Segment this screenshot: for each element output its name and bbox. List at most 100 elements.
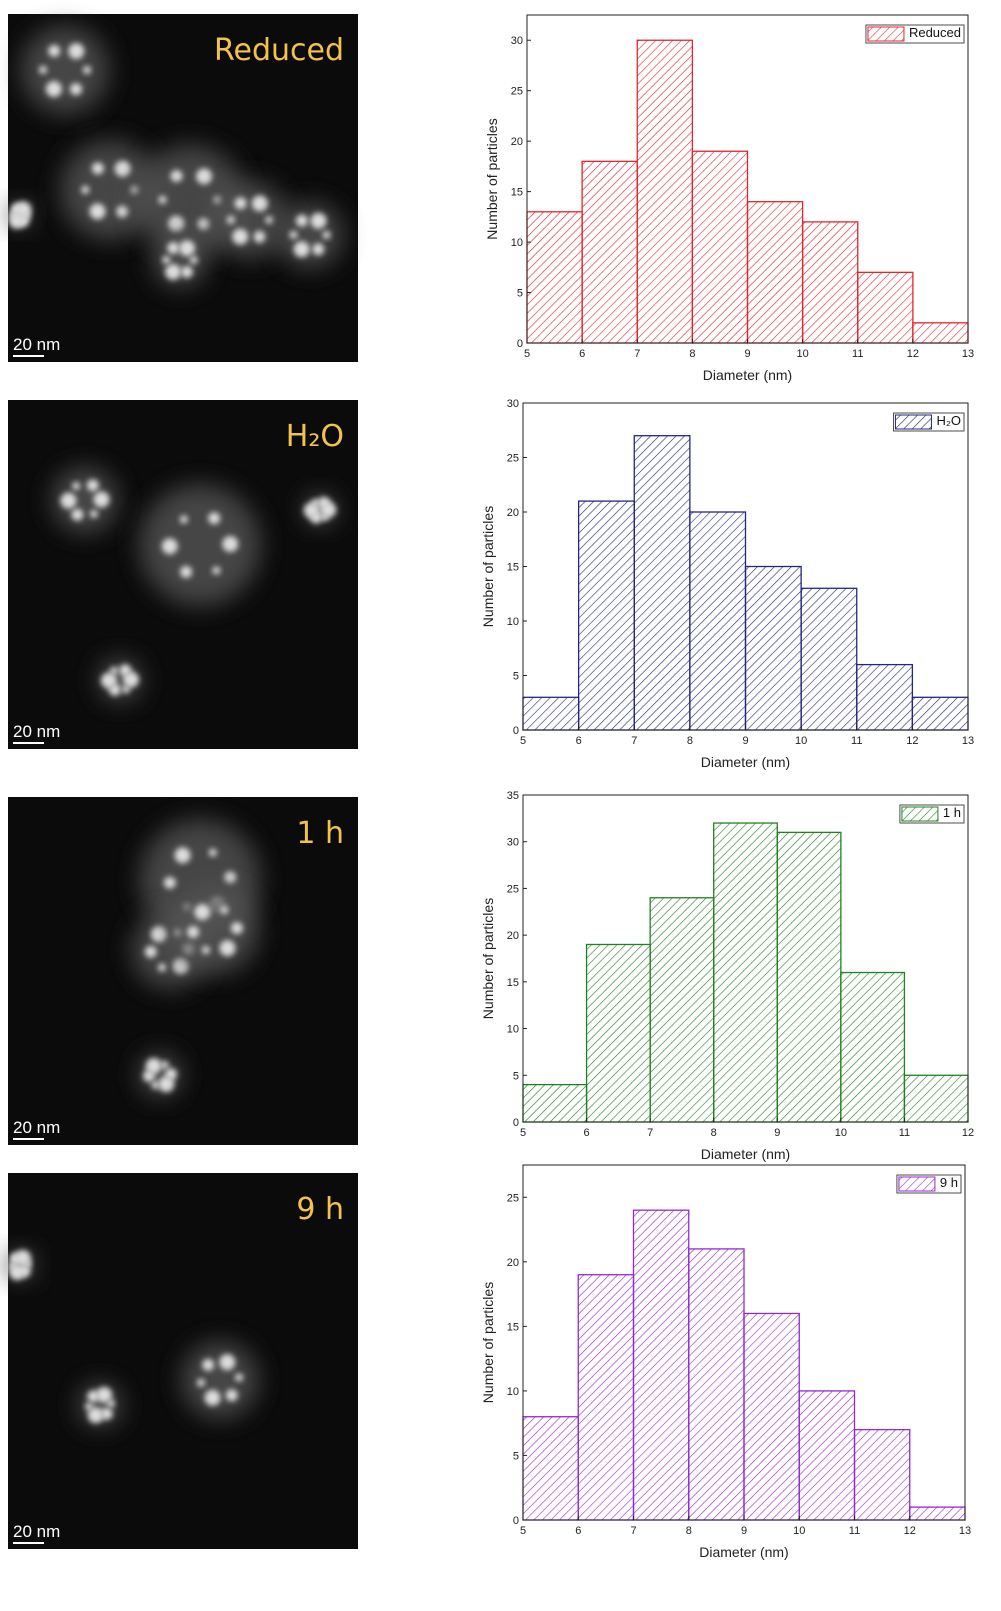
scale-bar-label: 20 nm	[13, 722, 60, 741]
x-tick-label: 10	[835, 1127, 847, 1139]
particle	[226, 215, 235, 224]
y-tick-label: 15	[507, 562, 519, 574]
particle	[168, 215, 185, 232]
bar	[911, 696, 969, 731]
image-label: 9 h	[296, 1192, 344, 1227]
plot-frame	[522, 794, 969, 1123]
y-tick-label: 25	[511, 86, 523, 98]
legend-label: Reduced	[909, 25, 961, 40]
particle	[180, 565, 193, 578]
particle	[71, 508, 84, 521]
y-tick-label: 10	[507, 1024, 519, 1036]
x-tick-label: 9	[774, 1127, 780, 1139]
scale-bar-label: 20 nm	[13, 335, 60, 354]
particle	[295, 214, 308, 227]
bar	[798, 1390, 856, 1521]
particle	[86, 479, 99, 492]
particle	[179, 240, 196, 257]
particle	[15, 201, 32, 218]
bar	[801, 221, 859, 344]
haze	[21, 26, 109, 114]
particle	[196, 168, 213, 185]
x-tick-label: 12	[906, 735, 918, 747]
bar	[713, 822, 778, 1123]
x-tick-label: 11	[899, 1127, 910, 1139]
scale-bar-label: 20 nm	[13, 1522, 60, 1541]
y-tick-label: 15	[511, 187, 523, 199]
x-tick-label: 5	[524, 348, 530, 360]
particle	[100, 1407, 113, 1420]
particle	[187, 926, 200, 939]
image-background	[8, 1173, 358, 1549]
particle	[219, 1354, 236, 1371]
micrograph: H₂O 20 nm	[8, 400, 358, 749]
particle	[157, 963, 166, 972]
bar	[649, 897, 715, 1123]
particle	[106, 1399, 115, 1408]
x-tick-label: 12	[904, 1525, 916, 1537]
particle	[87, 1407, 104, 1424]
x-tick-label: 12	[962, 1127, 974, 1139]
bar	[776, 831, 842, 1123]
x-tick-label: 12	[907, 348, 919, 360]
y-tick-label: 20	[507, 1257, 519, 1269]
haze	[52, 467, 118, 533]
particle	[151, 1081, 160, 1090]
particle	[196, 1378, 205, 1387]
particle	[39, 65, 48, 74]
legend-box	[893, 412, 965, 432]
x-axis-label: Diameter (nm)	[703, 367, 792, 383]
particle	[69, 83, 82, 96]
y-axis-label: Number of particles	[480, 898, 496, 1019]
legend-box	[865, 24, 965, 44]
x-tick-label: 13	[962, 735, 974, 747]
x-tick-label: 9	[742, 735, 748, 747]
x-tick-label: 10	[797, 348, 809, 360]
bar	[522, 1083, 588, 1123]
particle	[194, 903, 211, 920]
bar	[689, 511, 747, 731]
bar	[743, 1312, 800, 1521]
x-tick-label: 6	[576, 735, 582, 747]
y-tick-label: 30	[507, 398, 519, 410]
bar	[636, 39, 694, 344]
particle	[145, 1057, 162, 1074]
particle	[225, 1389, 238, 1402]
x-tick-label: 7	[631, 735, 637, 747]
y-axis-label: Number of particles	[484, 118, 500, 239]
x-axis-label: Diameter (nm)	[701, 1146, 790, 1162]
particle	[232, 228, 249, 245]
y-tick-label: 20	[511, 136, 523, 148]
y-tick-label: 30	[507, 837, 519, 849]
x-tick-label: 9	[744, 348, 750, 360]
bar	[581, 160, 638, 344]
particle	[48, 44, 61, 57]
particle	[158, 1076, 175, 1093]
particle	[162, 255, 171, 264]
image-label: Reduced	[214, 33, 344, 68]
bar	[912, 322, 969, 344]
particle	[234, 197, 247, 210]
particle	[265, 216, 274, 224]
x-tick-label: 7	[630, 1525, 636, 1537]
bar	[800, 587, 858, 731]
bar	[746, 201, 804, 344]
image-label: H₂O	[286, 419, 344, 454]
particle	[121, 685, 130, 694]
y-tick-label: 0	[513, 1117, 519, 1129]
particle	[251, 195, 268, 212]
haze	[171, 886, 259, 974]
particle	[202, 1358, 215, 1371]
bar	[691, 150, 749, 344]
particle	[174, 847, 191, 864]
haze	[152, 232, 208, 288]
particle	[144, 945, 157, 958]
particle	[167, 242, 180, 255]
haze	[181, 1341, 259, 1419]
y-tick-label: 10	[511, 237, 523, 249]
x-tick-label: 7	[634, 348, 640, 360]
particle	[180, 265, 193, 278]
particle	[89, 509, 98, 518]
bar	[840, 971, 906, 1123]
